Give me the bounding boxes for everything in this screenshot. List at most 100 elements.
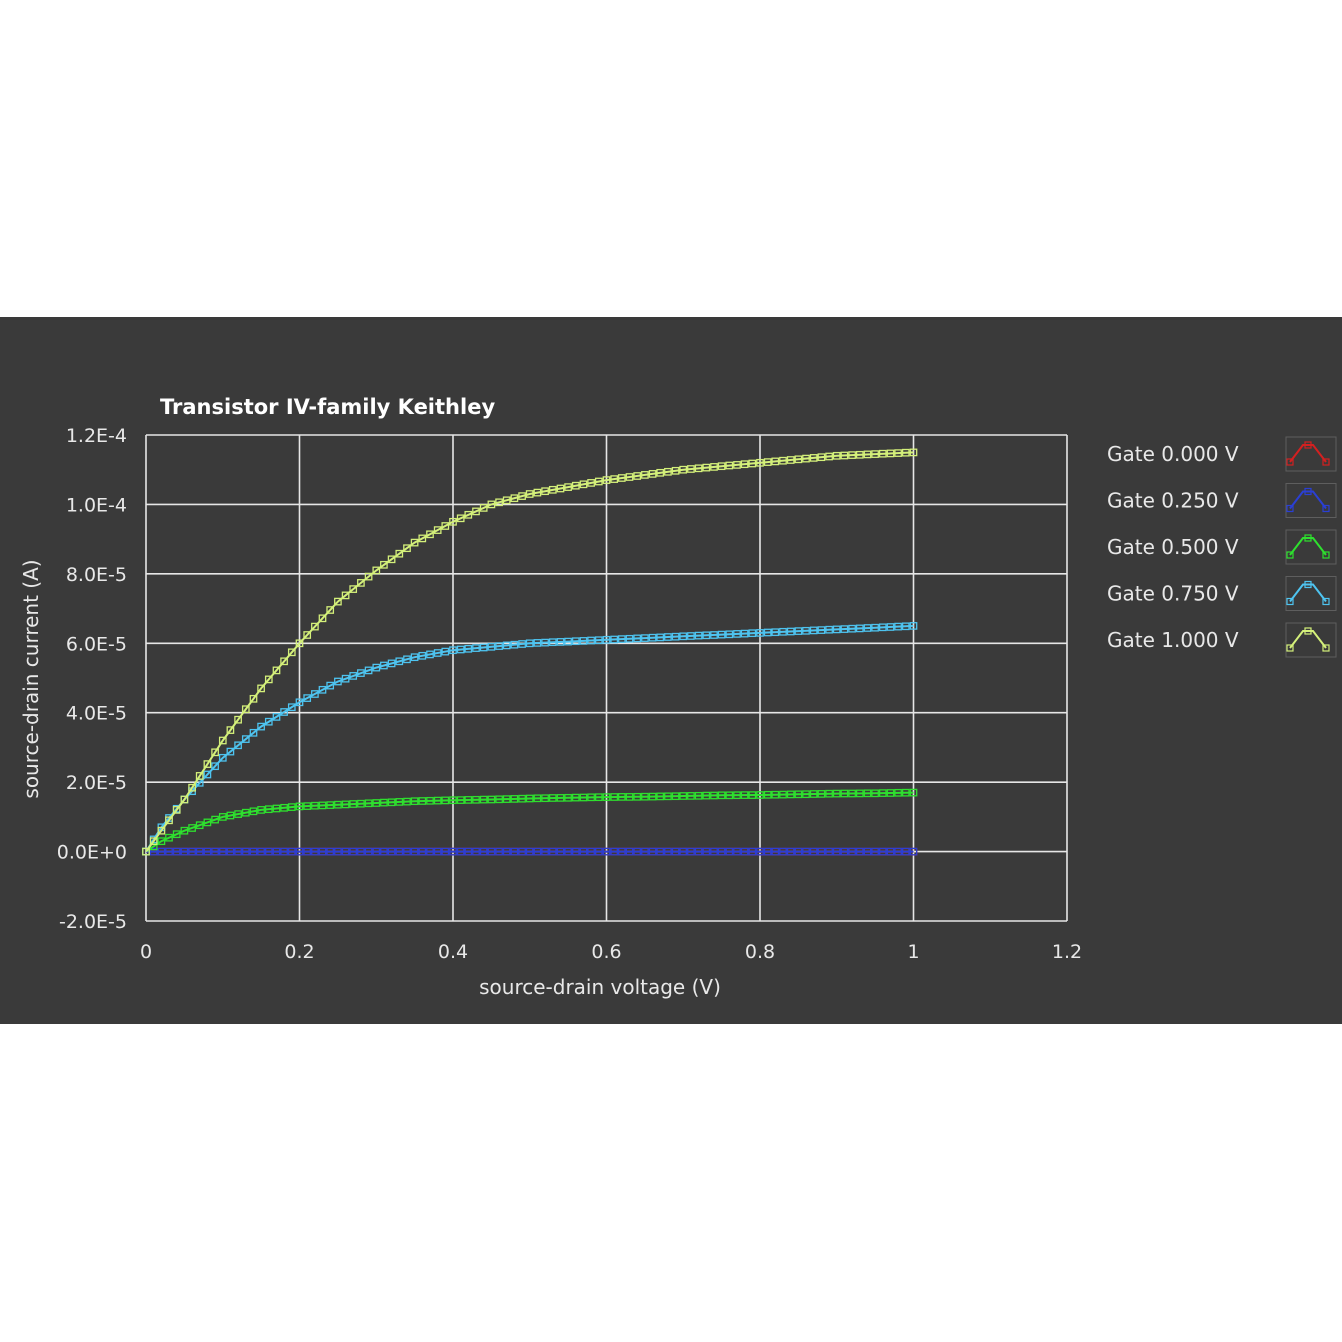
data-point [287, 703, 296, 712]
data-point [817, 453, 826, 462]
data-point [855, 847, 864, 856]
data-point [380, 847, 388, 856]
data-point [318, 614, 327, 623]
data-point [410, 847, 419, 856]
data-point [633, 847, 642, 856]
data-point [341, 800, 350, 809]
data-point [479, 795, 488, 804]
data-point [733, 847, 741, 856]
data-point [495, 795, 503, 804]
data-point [195, 772, 204, 780]
data-point [855, 624, 864, 633]
data-point [433, 649, 442, 657]
data-point [786, 847, 795, 856]
data-point [410, 797, 419, 806]
data-point [863, 624, 872, 632]
data-point [579, 637, 588, 645]
data-point [165, 816, 173, 825]
data-point [326, 681, 335, 690]
data-point [234, 810, 242, 818]
data-point [863, 789, 872, 798]
data-point [548, 847, 557, 856]
data-point [341, 847, 350, 856]
data-point [594, 847, 603, 856]
data-point [671, 847, 680, 856]
data-point [372, 847, 381, 856]
data-point [541, 794, 549, 803]
series-4 [142, 448, 918, 856]
data-point [472, 795, 480, 804]
data-point [648, 470, 657, 478]
data-point [418, 797, 427, 805]
data-point [733, 461, 741, 469]
data-point [871, 450, 879, 458]
data-point [172, 847, 181, 856]
data-point [418, 651, 427, 660]
data-point [671, 466, 680, 475]
data-point [617, 847, 626, 856]
data-point [794, 847, 803, 856]
y-tick-label: 2.0E-5 [66, 772, 127, 794]
data-point [786, 627, 795, 636]
data-point [226, 726, 235, 734]
data-point [502, 496, 511, 505]
data-point [195, 847, 204, 856]
data-point [257, 684, 265, 693]
data-point [280, 657, 288, 666]
data-point [334, 800, 342, 809]
data-point [610, 475, 619, 483]
data-point [641, 847, 649, 856]
data-point [188, 783, 196, 792]
data-point [234, 741, 242, 750]
data-point [756, 791, 764, 799]
data-point [863, 450, 872, 459]
data-point [825, 847, 833, 856]
data-point [610, 635, 619, 644]
data-point [610, 793, 619, 801]
data-point [710, 463, 718, 471]
data-point [241, 705, 250, 714]
data-point [456, 796, 465, 804]
data-point [456, 645, 465, 654]
data-point [679, 847, 688, 856]
data-point [794, 627, 803, 635]
data-point [602, 635, 611, 644]
data-point [334, 597, 342, 606]
data-point [694, 847, 703, 856]
y-tick-label: 6.0E-5 [66, 633, 127, 655]
data-point [594, 477, 603, 486]
data-point [894, 847, 902, 856]
data-point [763, 847, 772, 856]
data-point [733, 791, 741, 800]
data-point [802, 454, 810, 463]
data-point [211, 815, 219, 824]
data-point [387, 555, 396, 564]
data-point [679, 465, 688, 474]
data-point [656, 468, 665, 477]
data-point [533, 639, 542, 647]
data-point [364, 847, 373, 856]
data-point [372, 663, 381, 672]
data-point [372, 566, 381, 575]
data-point [226, 847, 235, 856]
data-point [441, 796, 450, 805]
data-point [280, 847, 288, 856]
data-point [579, 793, 588, 802]
data-point [502, 795, 511, 803]
data-point [311, 622, 319, 631]
data-point [456, 847, 465, 856]
data-point [740, 791, 749, 799]
data-point [334, 847, 342, 856]
chart-background [0, 317, 1342, 1024]
data-point [449, 847, 457, 856]
data-point [710, 791, 718, 800]
data-point [855, 789, 864, 798]
data-point [349, 847, 358, 856]
data-point [464, 510, 473, 519]
y-tick-label: 0.0E+0 [57, 842, 127, 864]
data-point [349, 800, 358, 808]
data-point [326, 606, 335, 614]
data-point [364, 666, 373, 675]
data-point [664, 847, 672, 856]
data-point [717, 462, 726, 471]
